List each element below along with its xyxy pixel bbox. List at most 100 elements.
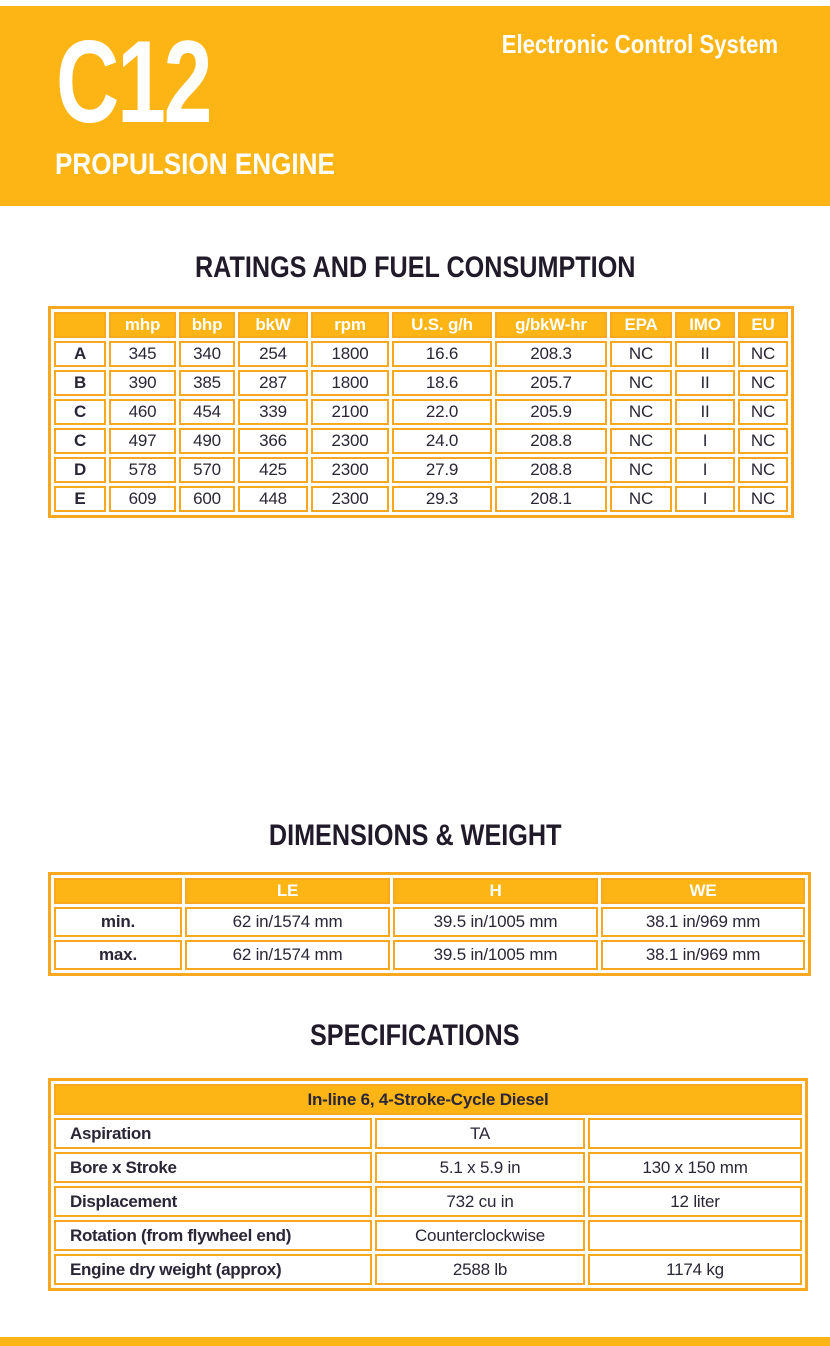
table-cell: NC	[610, 486, 672, 512]
table-cell: II	[675, 341, 735, 367]
table-row: Aspiration TA	[54, 1118, 803, 1149]
table-cell: I	[675, 486, 735, 512]
table-cell: 205.9	[495, 399, 607, 425]
table-cell: I	[675, 428, 735, 454]
table-cell: 208.8	[495, 457, 607, 483]
table-cell: NC	[610, 341, 672, 367]
table-row: Engine dry weight (approx) 2588 lb 1174 kg	[54, 1254, 803, 1285]
table-cell: 2300	[311, 457, 389, 483]
table-cell: 345	[109, 341, 176, 367]
row-label: A	[54, 341, 106, 367]
table-cell: 208.3	[495, 341, 607, 367]
table-row: min. 62 in/1574 mm 39.5 in/1005 mm 38.1 in/…	[54, 907, 805, 937]
table-cell: NC	[738, 341, 788, 367]
footer-bar	[0, 1337, 830, 1346]
table-cell: 609	[109, 486, 176, 512]
table-cell: 208.8	[495, 428, 607, 454]
table-cell: NC	[610, 428, 672, 454]
product-type: PROPULSION ENGINE	[55, 148, 335, 181]
system-label: Electronic Control System	[501, 29, 778, 59]
column-header: mhp	[109, 312, 176, 338]
table-cell: 24.0	[392, 428, 492, 454]
table-cell: 454	[179, 399, 235, 425]
column-header: IMO	[675, 312, 735, 338]
table-cell: 208.1	[495, 486, 607, 512]
table-cell: 2100	[311, 399, 389, 425]
table-cell: TA	[375, 1118, 585, 1149]
table-row: D 578 570 425 2300 27.9 208.8 NC I NC	[54, 457, 788, 483]
column-header: LE	[185, 878, 390, 904]
table-cell: 12 liter	[588, 1186, 803, 1217]
table-cell: 38.1 in/969 mm	[601, 907, 805, 937]
table-row: B 390 385 287 1800 18.6 205.7 NC II NC	[54, 370, 788, 396]
table-cell: 27.9	[392, 457, 492, 483]
table-cell: 62 in/1574 mm	[185, 907, 390, 937]
table-cell: 448	[238, 486, 308, 512]
table-cell: 5.1 x 5.9 in	[375, 1152, 585, 1183]
table-cell: NC	[738, 457, 788, 483]
row-label: max.	[54, 940, 182, 970]
table-cell: 570	[179, 457, 235, 483]
table-cell: NC	[738, 370, 788, 396]
table-row: C 497 490 366 2300 24.0 208.8 NC I NC	[54, 428, 788, 454]
column-header: bkW	[238, 312, 308, 338]
table-cell: NC	[738, 486, 788, 512]
specifications-title-text: SPECIFICATIONS	[310, 1019, 520, 1052]
table-cell: 2300	[311, 428, 389, 454]
row-label: B	[54, 370, 106, 396]
table-cell: 425	[238, 457, 308, 483]
row-label: E	[54, 486, 106, 512]
table-cell	[588, 1118, 803, 1149]
table-cell: 1800	[311, 370, 389, 396]
table-cell: 460	[109, 399, 176, 425]
dimensions-table: LE H WE min. 62 in/1574 mm 39.5 in/1005 mm 38…	[48, 872, 811, 976]
table-cell: NC	[738, 428, 788, 454]
table-cell: 340	[179, 341, 235, 367]
ratings-body: A 345 340 254 1800 16.6 208.3 NC II NC B 390 385 287 1…	[54, 341, 788, 512]
table-cell: 29.3	[392, 486, 492, 512]
column-header	[54, 878, 182, 904]
table-cell: 490	[179, 428, 235, 454]
row-label: Displacement	[54, 1186, 372, 1217]
column-header: g/bkW-hr	[495, 312, 607, 338]
table-cell: 578	[109, 457, 176, 483]
table-cell: 385	[179, 370, 235, 396]
table-cell: 130 x 150 mm	[588, 1152, 803, 1183]
engine-model: C12	[56, 16, 212, 147]
column-header: U.S. g/h	[392, 312, 492, 338]
table-cell: 390	[109, 370, 176, 396]
column-header: rpm	[311, 312, 389, 338]
column-header	[54, 312, 106, 338]
row-label: Bore x Stroke	[54, 1152, 372, 1183]
dimensions-header-row: LE H WE	[54, 878, 805, 904]
spec-header-row: In-line 6, 4-Stroke-Cycle Diesel	[54, 1084, 803, 1115]
table-cell: Counterclockwise	[375, 1220, 585, 1251]
column-header: bhp	[179, 312, 235, 338]
row-label: Aspiration	[54, 1118, 372, 1149]
table-cell: 600	[179, 486, 235, 512]
row-label: D	[54, 457, 106, 483]
dimensions-title-text: DIMENSIONS & WEIGHT	[268, 819, 562, 852]
column-header: WE	[601, 878, 805, 904]
table-cell: 287	[238, 370, 308, 396]
table-cell	[588, 1220, 803, 1251]
table-row: Displacement 732 cu in 12 liter	[54, 1186, 803, 1217]
ratings-title-text: RATINGS AND FUEL CONSUMPTION	[194, 251, 636, 284]
table-cell: 18.6	[392, 370, 492, 396]
table-cell: 205.7	[495, 370, 607, 396]
dimensions-body: min. 62 in/1574 mm 39.5 in/1005 mm 38.1 in/…	[54, 907, 805, 970]
table-cell: NC	[610, 370, 672, 396]
ratings-table: mhp bhp bkW rpm U.S. g/h g/bkW-hr EPA IMO EU A 34…	[48, 306, 794, 518]
table-row: Rotation (from flywheel end) Counterclock…	[54, 1220, 803, 1251]
table-cell: 1800	[311, 341, 389, 367]
dimensions-title: DIMENSIONS & WEIGHT	[0, 818, 830, 854]
table-cell: II	[675, 370, 735, 396]
ratings-title: RATINGS AND FUEL CONSUMPTION	[0, 250, 830, 286]
table-cell: NC	[610, 399, 672, 425]
table-cell: 254	[238, 341, 308, 367]
table-row: Bore x Stroke 5.1 x 5.9 in 130 x 150 mm	[54, 1152, 803, 1183]
table-cell: NC	[738, 399, 788, 425]
row-label: Rotation (from flywheel end)	[54, 1220, 372, 1251]
table-cell: 22.0	[392, 399, 492, 425]
specifications-table: In-line 6, 4-Stroke-Cycle Diesel Aspirat…	[48, 1078, 809, 1291]
